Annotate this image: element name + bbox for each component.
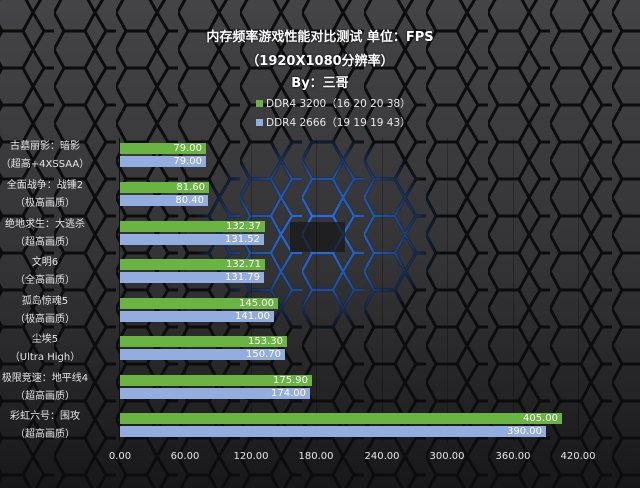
chart-title: 内存频率游戏性能对比测试 单位：FPS	[206, 30, 434, 45]
gridline	[382, 138, 383, 442]
bar-ddr4-3200: 405.00	[120, 413, 562, 424]
legend-label: DDR4 2666（19 19 19 43）	[266, 117, 411, 129]
bar-ddr4-2666: 131.52	[120, 233, 264, 245]
gridline	[578, 138, 579, 442]
legend-item-ddr4-3200: DDR4 3200（16 20 20 38）	[256, 96, 411, 111]
bar-ddr4-2666: 80.40	[120, 194, 208, 206]
gridline	[513, 138, 514, 442]
legend-item-ddr4-2666: DDR4 2666（19 19 19 43）	[256, 115, 411, 130]
legend-swatch-blue	[256, 119, 263, 126]
x-tick: 420.00	[560, 451, 596, 462]
category-label: 彩虹六号：围攻 （超高画质）	[10, 411, 80, 440]
bar-ddr4-3200: 145.00	[120, 298, 278, 309]
bar-ddr4-2666: 141.00	[120, 310, 274, 322]
bar-ddr4-2666: 79.00	[120, 155, 206, 167]
category-label: 极限竞速：地平线4 （超高画质）	[1, 373, 89, 402]
bar-ddr4-2666: 390.00	[120, 425, 546, 437]
bar-ddr4-3200: 132.71	[120, 259, 265, 270]
x-tick: 120.00	[233, 451, 269, 462]
bar-ddr4-3200: 132.37	[120, 221, 265, 232]
bar-ddr4-3200: 153.30	[120, 336, 287, 347]
bar-ddr4-2666: 131.79	[120, 271, 264, 283]
gridline	[185, 138, 186, 442]
legend-swatch-green	[256, 100, 263, 107]
bar-ddr4-3200: 81.60	[120, 182, 209, 193]
chart-byline: By：三哥	[291, 76, 349, 91]
gridline	[316, 138, 317, 442]
chart-subtitle: （1920X1080分辨率）	[246, 54, 394, 69]
x-tick: 240.00	[364, 451, 400, 462]
x-tick: 60.00	[170, 451, 200, 462]
category-label: 文明6 （全高画质）	[15, 257, 75, 286]
x-tick: 180.00	[298, 451, 334, 462]
gridline	[251, 138, 252, 442]
bar-ddr4-2666: 150.70	[120, 348, 285, 360]
y-axis-line	[119, 138, 120, 442]
bar-ddr4-2666: 174.00	[120, 387, 310, 399]
x-tick: 0.00	[108, 451, 132, 462]
legend-label: DDR4 3200（16 20 20 38）	[266, 98, 411, 110]
bar-ddr4-3200: 79.00	[120, 143, 206, 154]
gridline	[447, 138, 448, 442]
bar-ddr4-3200: 175.90	[120, 375, 312, 386]
category-label: 孤岛惊魂5 （极高画质）	[15, 296, 75, 325]
x-tick: 360.00	[495, 451, 531, 462]
category-label: 绝地求生：大逃杀 （超高画质）	[5, 219, 85, 248]
x-tick: 300.00	[429, 451, 465, 462]
category-label: 尘埃5 （Ultra High）	[9, 334, 81, 363]
category-label: 古墓丽影：暗影 （超高+4XSSAA）	[0, 141, 90, 170]
category-label: 全面战争：战锤2 （极高画质）	[6, 180, 84, 209]
